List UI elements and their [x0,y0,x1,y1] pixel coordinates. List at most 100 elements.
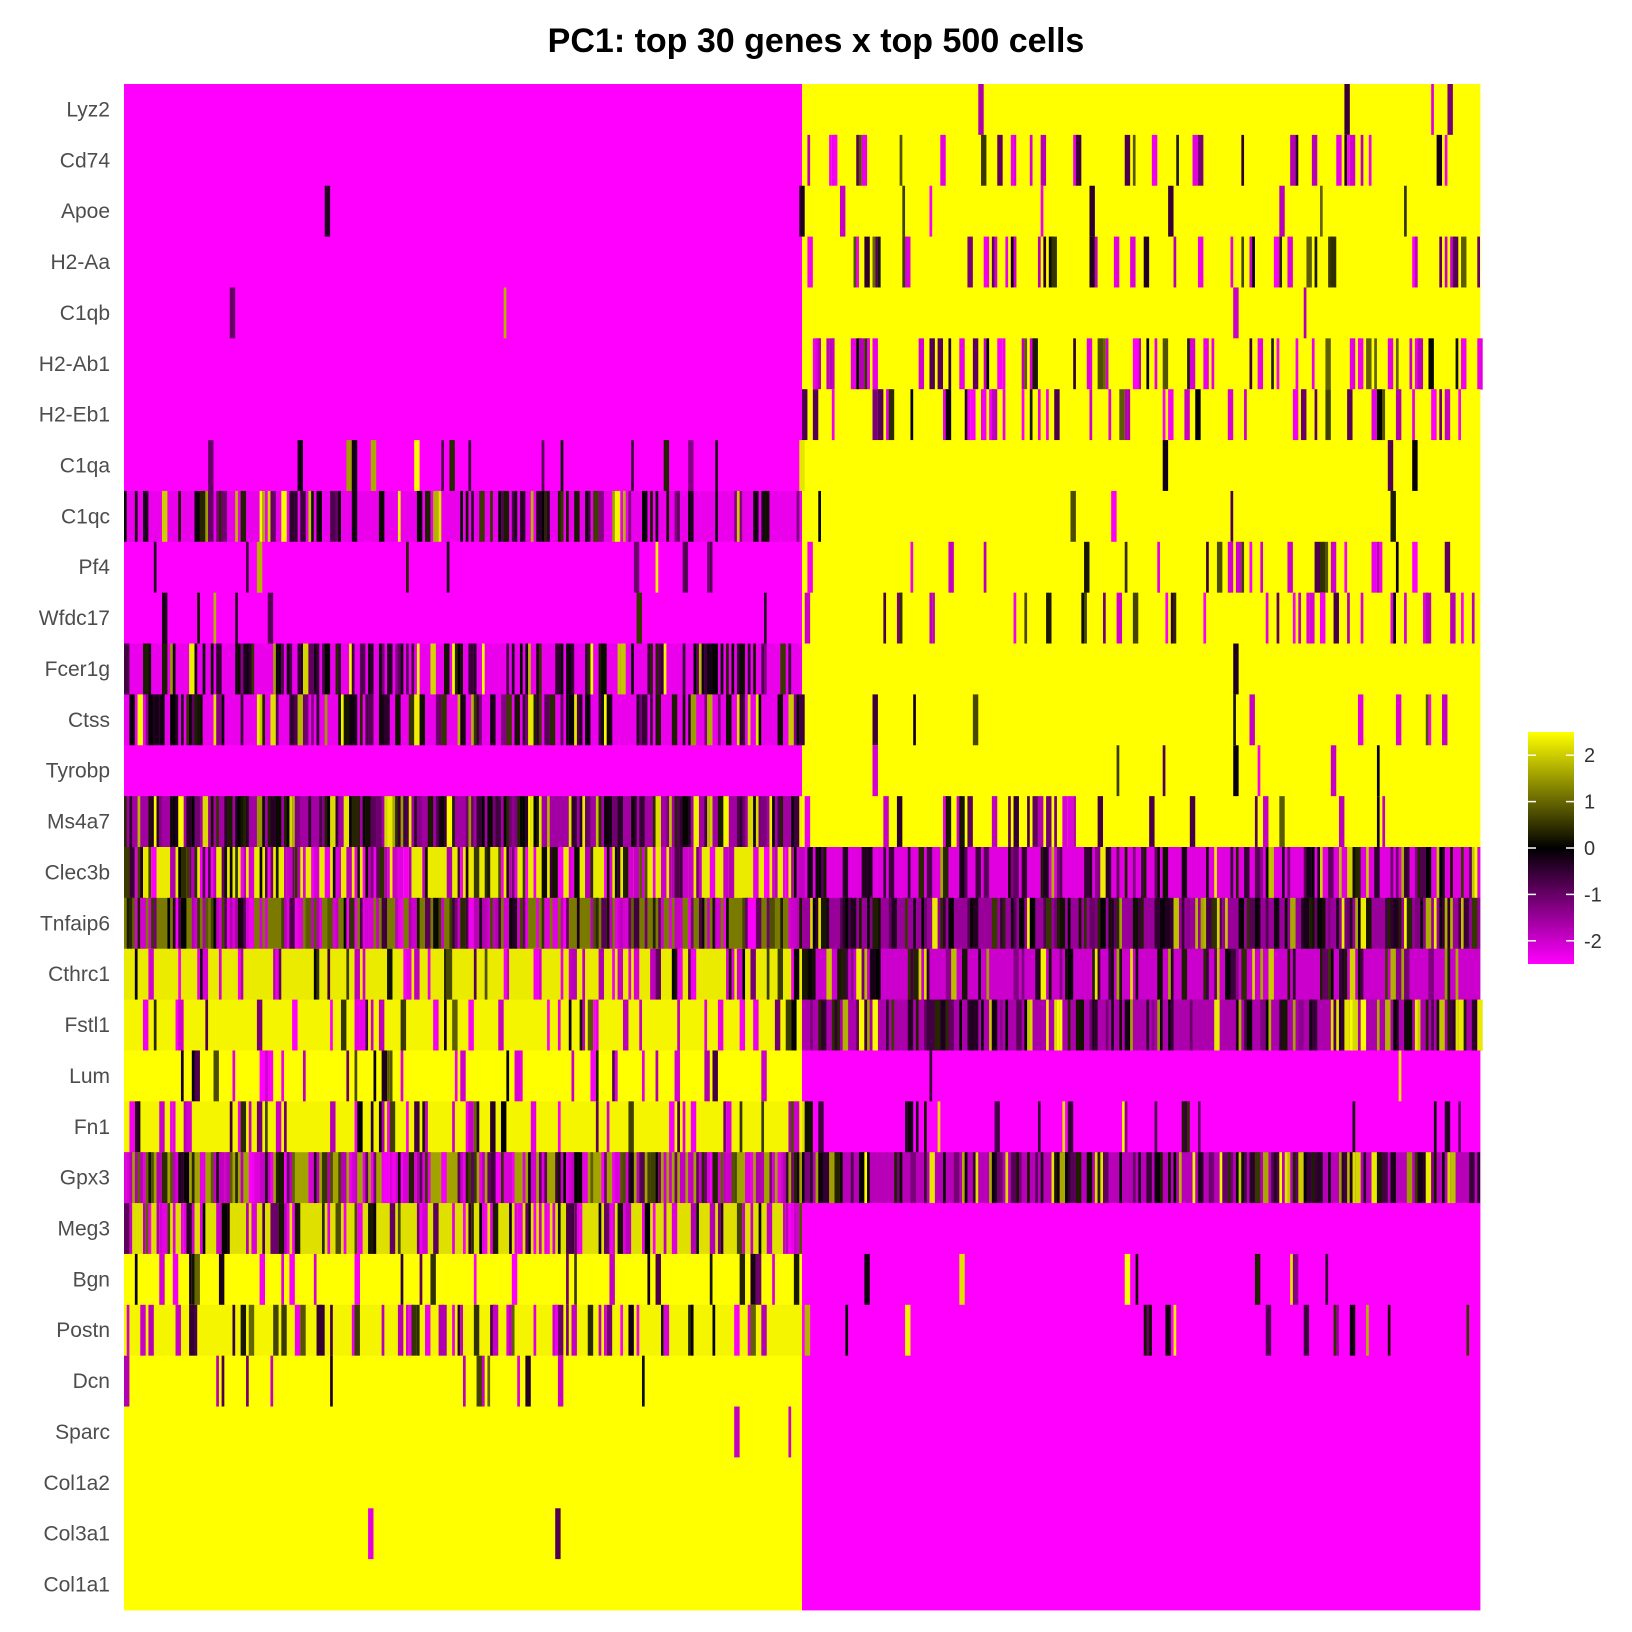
heatmap-cell [663,1304,670,1357]
heatmap-cell [791,1152,794,1204]
heatmap-cell [1412,541,1418,594]
heatmap-cell [519,490,526,543]
heatmap-cell [153,999,157,1051]
heatmap-cell [845,1304,849,1357]
heatmap-cell [820,999,827,1051]
heatmap-cell [658,643,661,695]
heatmap-cell [864,236,870,288]
heatmap-cell [148,897,152,950]
heatmap-cell [126,1304,130,1357]
heatmap-cell [1173,1304,1177,1357]
heatmap-cell [1143,1304,1150,1357]
heatmap-cell [1035,1152,1038,1204]
heatmap-cell [381,694,385,746]
heatmap-cell [1154,847,1158,899]
heatmap-cell [1089,847,1093,899]
heatmap-cell [688,694,691,746]
heatmap-cell [1214,948,1220,1000]
heatmap-cell [1412,389,1415,441]
heatmap-cell [867,1152,870,1204]
heatmap-cell [943,796,949,848]
heatmap-cell [237,1101,241,1153]
heatmap-cell [864,1152,868,1204]
heatmap-cell [970,999,976,1051]
heatmap-cell [1417,847,1424,899]
heatmap-cell [772,847,775,899]
heatmap-cell [1292,389,1299,441]
heatmap-block-right [802,796,1481,848]
heatmap-cell [514,694,520,746]
heatmap-cell [530,490,534,543]
heatmap-cell [1268,847,1274,899]
heatmap-cell [210,847,214,899]
heatmap-cell [1444,541,1451,594]
heatmap-cell [761,643,765,695]
heatmap-cell [246,1355,249,1407]
heatmap-cell [1319,592,1326,644]
heatmap-cell [1390,1152,1396,1204]
heatmap-cell [1054,1152,1060,1204]
heatmap-cell [1146,338,1150,390]
heatmap-cell [522,897,526,950]
heatmap-cell [788,643,792,695]
heatmap-cell [612,948,615,1000]
heatmap-cell [655,1253,661,1306]
heatmap-cell [1317,897,1323,950]
heatmap-cell [717,1203,721,1255]
heatmap-cell [1279,796,1285,848]
heatmap-cell [354,999,360,1051]
heatmap-cell [777,1152,781,1204]
heatmap-cell [286,1203,290,1255]
heatmap-cell [1124,999,1131,1051]
heatmap-cell [1197,1101,1201,1153]
heatmap-cell [1404,948,1410,1000]
heatmap-cell [452,897,455,950]
heatmap-cell [368,897,374,950]
heatmap-cell [639,847,642,899]
heatmap-cell [669,847,672,899]
heatmap-cell [492,897,496,950]
heatmap-cell [392,847,398,899]
heatmap-cell [793,1203,800,1255]
heatmap-cell [1162,745,1166,797]
heatmap-cell [1005,236,1009,288]
heatmap-cell [940,999,946,1051]
heatmap-cell [1317,847,1320,899]
heatmap-cell [891,999,895,1051]
heatmap-cell [340,694,347,746]
heatmap-cell [506,1050,510,1102]
heatmap-cell [1382,796,1386,848]
heatmap-block-right [802,389,1481,441]
heatmap-cell [351,1152,355,1204]
heatmap-cell [1284,897,1288,950]
heatmap-cell [867,847,873,899]
heatmap-cell [698,643,702,695]
heatmap-cell [511,897,515,950]
heatmap-cell [1162,389,1166,441]
legend-tick-label: 1 [1584,792,1595,814]
heatmap-cell [682,1101,686,1153]
heatmap-cell [1395,948,1402,1000]
heatmap-cell [525,897,529,950]
heatmap-cell [1046,796,1052,848]
heatmap-cell [991,236,995,288]
heatmap-cell [1444,134,1448,187]
heatmap-cell [1124,847,1128,899]
heatmap-cell [617,1152,621,1204]
heatmap-cell [416,490,423,543]
heatmap-cell [606,694,613,746]
heatmap-cell [1328,847,1334,899]
gene-label-fcer1g: Fcer1g [45,658,110,681]
heatmap-cell [1311,134,1318,187]
heatmap-cell [397,490,401,543]
heatmap-cell [1225,948,1231,1000]
heatmap-cell [354,1050,358,1102]
heatmap-cell [259,1152,266,1204]
heatmap-cell [905,236,911,288]
heatmap-cell [1067,796,1074,848]
heatmap-cell [1132,592,1139,644]
heatmap-block-right [802,1101,1481,1153]
heatmap-cell [170,643,173,695]
heatmap-cell [1054,999,1057,1051]
heatmap-cell [1170,897,1174,950]
